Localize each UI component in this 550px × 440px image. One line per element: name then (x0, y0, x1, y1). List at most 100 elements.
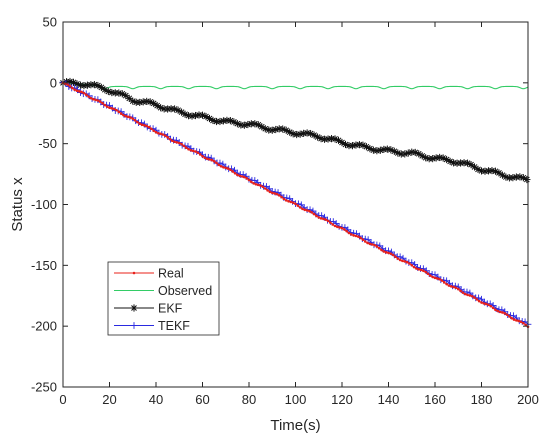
ekf-marker-stroke (412, 149, 419, 156)
real-marker (66, 83, 69, 86)
x-tick-label: 140 (378, 392, 400, 407)
real-marker (145, 124, 148, 128)
real-marker (98, 100, 102, 103)
ekf-marker (404, 149, 412, 157)
real-marker (273, 192, 276, 195)
real-marker (352, 234, 355, 237)
real-marker (231, 170, 235, 173)
ekf-marker-stroke (311, 132, 317, 139)
real-marker (361, 238, 365, 241)
legend-marker-real (132, 271, 136, 275)
real-marker (236, 173, 239, 177)
legend-item-tekf: TEKF (114, 319, 190, 333)
ekf-marker-stroke (150, 100, 157, 107)
real-marker (275, 192, 279, 196)
real-marker (170, 139, 174, 143)
real-marker (243, 175, 246, 179)
real-marker (80, 90, 83, 94)
ekf-marker (523, 175, 531, 184)
ekf-marker-stroke (203, 113, 209, 120)
ekf-marker-stroke (510, 174, 516, 181)
real-marker (350, 233, 353, 236)
real-marker (438, 277, 441, 281)
ekf-marker-stroke (394, 150, 401, 156)
real-marker (133, 118, 137, 122)
real-marker (431, 275, 434, 279)
real-marker (129, 116, 132, 119)
x-tick-label: 20 (102, 392, 116, 407)
real-marker (468, 294, 472, 297)
real-marker (131, 117, 135, 120)
real-marker (210, 158, 214, 162)
ekf-marker-stroke (339, 139, 345, 146)
ekf-marker-stroke (255, 121, 262, 128)
real-marker (480, 301, 483, 304)
real-marker (522, 321, 525, 325)
real-marker (519, 320, 523, 324)
real-marker (166, 136, 169, 139)
real-marker (122, 113, 125, 117)
real-marker (417, 268, 421, 271)
real-marker (247, 178, 251, 182)
real-marker (180, 142, 183, 146)
real-marker (226, 167, 230, 170)
real-marker (436, 277, 439, 280)
real-marker (110, 107, 114, 110)
real-marker (380, 248, 383, 252)
real-marker (224, 166, 228, 170)
ekf-marker-stroke (234, 120, 241, 127)
real-marker (389, 252, 393, 255)
y-tick-label: -100 (31, 197, 57, 212)
y-tick-label: -50 (38, 136, 57, 151)
real-marker (424, 270, 428, 274)
real-marker (229, 168, 232, 172)
y-tick-label: 50 (43, 15, 57, 30)
ekf-marker-stroke (516, 173, 523, 180)
real-marker (154, 130, 158, 134)
real-marker (189, 148, 193, 152)
real-marker (466, 293, 469, 297)
x-tick-label: 180 (471, 392, 493, 407)
real-marker (487, 303, 490, 307)
ekf-marker-stroke (272, 126, 279, 133)
y-tick-label: -150 (31, 258, 57, 273)
ekf-marker (498, 171, 507, 179)
ekf-marker-stroke (251, 120, 258, 127)
real-marker (282, 197, 286, 201)
legend-item-real: Real (114, 266, 184, 280)
ekf-marker (104, 87, 112, 96)
ekf-marker-stroke (105, 88, 112, 95)
ekf-marker-stroke (349, 142, 356, 149)
ekf-marker (205, 114, 214, 123)
real-marker (138, 122, 142, 126)
real-marker (310, 211, 314, 214)
real-marker (319, 217, 323, 220)
real-marker (196, 151, 200, 155)
real-marker (150, 127, 153, 131)
ekf-marker-stroke (429, 155, 436, 162)
real-marker (268, 190, 272, 194)
real-marker (308, 209, 311, 213)
real-marker (191, 149, 195, 153)
real-marker (203, 156, 207, 160)
legend-marker-ekf-stroke (131, 305, 137, 311)
real-marker (143, 124, 146, 127)
real-marker (91, 97, 95, 101)
real-marker (394, 255, 397, 259)
real-marker (459, 289, 462, 293)
ekf-marker-stroke (314, 134, 321, 140)
real-marker (433, 276, 437, 280)
ekf-marker-stroke (387, 146, 394, 153)
real-marker (443, 281, 446, 284)
x-tick-label: 120 (331, 392, 353, 407)
real-marker (182, 144, 186, 148)
ekf-marker-stroke (122, 92, 129, 99)
real-marker (245, 176, 248, 180)
ekf-marker-stroke (227, 117, 234, 124)
ekf-marker-stroke (307, 130, 314, 137)
x-tick-label: 160 (424, 392, 446, 407)
real-marker (140, 123, 144, 127)
real-marker (343, 228, 346, 231)
real-marker (291, 201, 295, 204)
real-marker (184, 146, 188, 150)
